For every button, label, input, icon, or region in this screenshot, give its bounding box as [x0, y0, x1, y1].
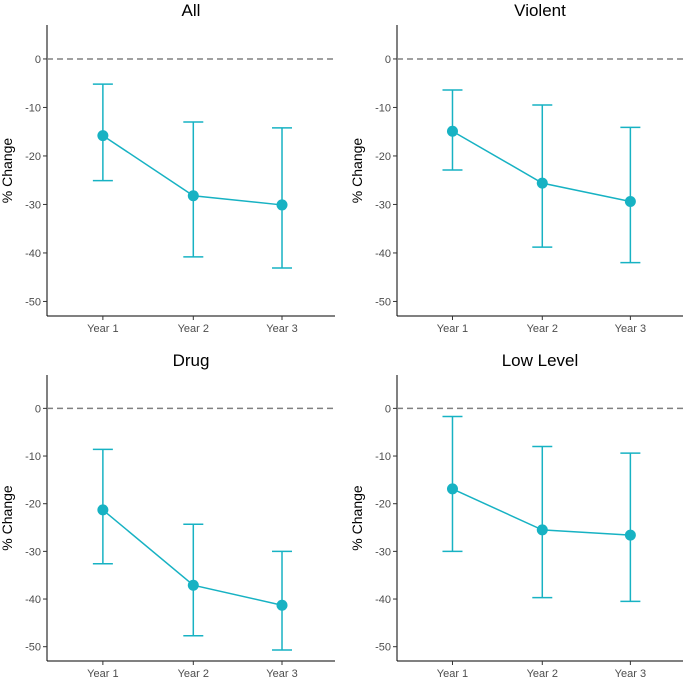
y-axis-title: % Change [349, 485, 365, 551]
x-tick-label: Year 2 [527, 323, 558, 335]
x-tick-label: Year 1 [437, 323, 468, 335]
error-bar [532, 445, 553, 599]
data-point [446, 125, 458, 137]
y-tick-label: -50 [25, 642, 41, 654]
error-bar [183, 121, 204, 258]
y-tick-label: -20 [375, 499, 391, 511]
y-tick-label: 0 [35, 54, 41, 66]
x-tick-label: Year 2 [178, 323, 209, 335]
panel-title: Drug [173, 351, 210, 370]
y-axis-title: % Change [349, 138, 365, 204]
panel-title: Violent [514, 1, 566, 20]
y-tick-label: -40 [375, 594, 391, 606]
x-tick-label: Year 1 [87, 668, 118, 680]
data-point [624, 529, 636, 541]
y-tick-label: -40 [375, 248, 391, 260]
y-tick-label: -20 [25, 499, 41, 511]
data-point [536, 524, 548, 536]
y-tick-label: 0 [385, 54, 391, 66]
y-tick-label: -40 [25, 594, 41, 606]
y-tick-label: -20 [375, 151, 391, 163]
data-point [446, 483, 458, 495]
y-tick-label: -50 [375, 296, 391, 308]
error-bar [620, 126, 641, 264]
chart-panel-1: All % Change 0 -10 -20 -30 -40 -50 Year 1 Year 2 Y… [0, 1, 335, 335]
data-point [97, 504, 109, 516]
chart-panel-4: Low Level % Change 0 -10 -20 -30 -40 -50 Year 1 Y… [349, 351, 683, 680]
y-tick-label: -10 [25, 102, 41, 114]
x-tick-label: Year 1 [87, 323, 118, 335]
x-tick-label: Year 2 [527, 668, 558, 680]
y-tick-label: -30 [375, 546, 391, 558]
series-line [452, 130, 631, 203]
x-tick-label: Year 3 [615, 668, 646, 680]
data-point [97, 130, 109, 142]
chart-panel-3: Drug % Change 0 -10 -20 -30 -40 -50 Year 1 Year 2… [0, 351, 335, 680]
y-tick-label: -50 [375, 642, 391, 654]
y-tick-label: -40 [25, 248, 41, 260]
y-axis-title: % Change [0, 138, 15, 204]
data-point [624, 196, 636, 208]
data-point [187, 579, 199, 591]
y-tick-label: -50 [25, 296, 41, 308]
y-tick-label: -10 [375, 102, 391, 114]
error-bar [532, 104, 553, 248]
x-tick-label: Year 1 [437, 668, 468, 680]
y-tick-label: -30 [375, 199, 391, 211]
error-bar [272, 127, 293, 269]
x-tick-label: Year 3 [615, 323, 646, 335]
error-bar [620, 452, 641, 603]
data-point [536, 177, 548, 189]
data-point [276, 599, 288, 611]
data-point [276, 199, 288, 211]
chart-panel-2: Violent % Change 0 -10 -20 -30 -40 -50 Year 1 Yea… [349, 1, 683, 335]
y-tick-label: -10 [375, 451, 391, 463]
x-tick-label: Year 3 [266, 668, 297, 680]
y-tick-label: 0 [35, 403, 41, 415]
panel-title: All [182, 1, 201, 20]
y-tick-label: -10 [25, 451, 41, 463]
y-tick-label: -30 [25, 199, 41, 211]
x-tick-label: Year 3 [266, 323, 297, 335]
data-point [187, 190, 199, 202]
y-axis-title: % Change [0, 485, 15, 551]
x-tick-label: Year 2 [178, 668, 209, 680]
panel-title: Low Level [502, 351, 579, 370]
y-tick-label: -20 [25, 151, 41, 163]
y-tick-label: 0 [385, 403, 391, 415]
y-tick-label: -30 [25, 546, 41, 558]
